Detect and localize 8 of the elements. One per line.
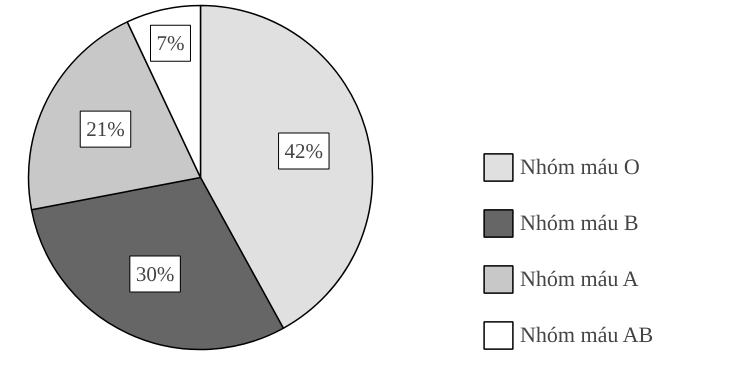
data-label: 30% — [136, 262, 174, 286]
data-label: 21% — [86, 117, 125, 142]
legend-label: Nhóm máu A — [520, 266, 639, 292]
data-label: 42% — [284, 138, 324, 163]
legend-label: Nhóm máu O — [520, 154, 640, 180]
legend-label: Nhóm máu B — [520, 210, 639, 236]
legend-label: Nhóm máu AB — [520, 322, 654, 348]
data-label: 7% — [156, 31, 184, 56]
